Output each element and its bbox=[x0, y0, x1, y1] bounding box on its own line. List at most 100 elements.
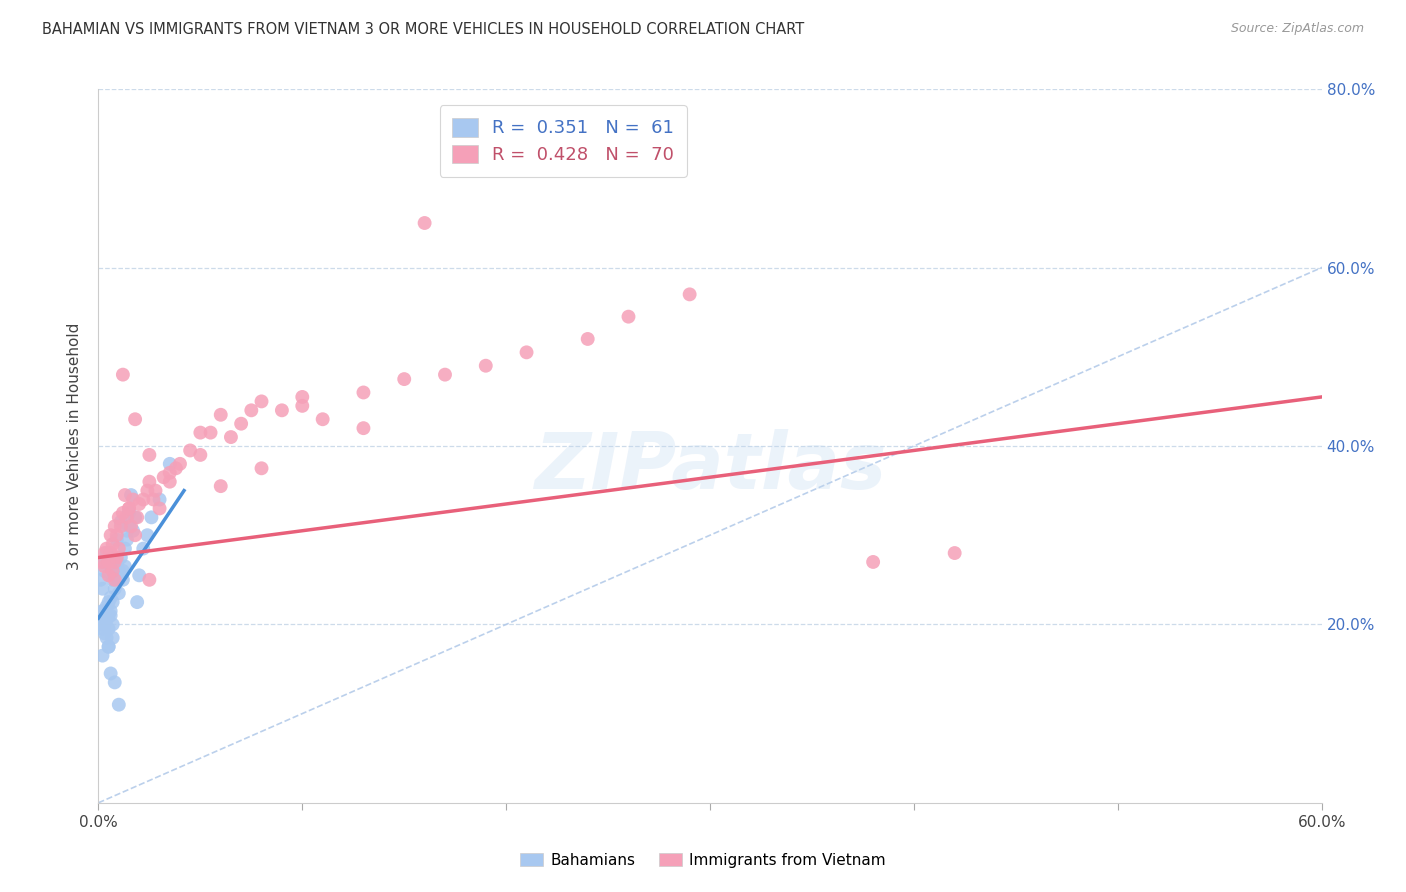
Point bbox=[231, 417, 253, 431]
Point bbox=[108, 698, 131, 712]
Point bbox=[108, 586, 131, 600]
Point bbox=[434, 368, 457, 382]
Point bbox=[124, 412, 146, 426]
Point bbox=[152, 470, 174, 484]
Point bbox=[188, 448, 212, 462]
Point bbox=[105, 533, 128, 547]
Legend: R =  0.351   N =  61, R =  0.428   N =  70: R = 0.351 N = 61, R = 0.428 N = 70 bbox=[440, 105, 686, 177]
Point bbox=[110, 519, 132, 533]
Point bbox=[149, 501, 172, 516]
Point bbox=[111, 506, 134, 520]
Point bbox=[943, 546, 966, 560]
Point bbox=[104, 559, 127, 574]
Point bbox=[104, 519, 127, 533]
Point bbox=[96, 541, 118, 556]
Point bbox=[240, 403, 263, 417]
Point bbox=[115, 533, 138, 547]
Point bbox=[100, 666, 122, 681]
Point bbox=[110, 515, 132, 529]
Point bbox=[101, 631, 124, 645]
Point bbox=[100, 604, 122, 618]
Point bbox=[136, 528, 159, 542]
Point bbox=[122, 492, 145, 507]
Point bbox=[111, 573, 134, 587]
Point bbox=[96, 546, 118, 560]
Point bbox=[136, 483, 159, 498]
Point bbox=[93, 626, 115, 640]
Point bbox=[108, 541, 131, 556]
Text: ZIPatlas: ZIPatlas bbox=[534, 429, 886, 506]
Point bbox=[93, 564, 115, 578]
Point bbox=[97, 568, 120, 582]
Point bbox=[104, 675, 127, 690]
Point bbox=[105, 550, 128, 565]
Point bbox=[115, 510, 138, 524]
Point bbox=[89, 608, 111, 623]
Point bbox=[291, 399, 314, 413]
Point bbox=[127, 595, 149, 609]
Point bbox=[97, 608, 120, 623]
Point bbox=[97, 622, 120, 636]
Point bbox=[100, 591, 122, 605]
Point bbox=[114, 541, 136, 556]
Point bbox=[91, 622, 114, 636]
Point bbox=[97, 640, 120, 654]
Point bbox=[159, 457, 181, 471]
Point bbox=[250, 461, 273, 475]
Point bbox=[118, 519, 141, 533]
Point bbox=[118, 501, 141, 516]
Point bbox=[392, 372, 416, 386]
Point bbox=[104, 555, 127, 569]
Point bbox=[108, 564, 131, 578]
Point bbox=[101, 564, 124, 578]
Point bbox=[96, 631, 118, 645]
Point bbox=[474, 359, 498, 373]
Point bbox=[132, 492, 155, 507]
Point bbox=[617, 310, 640, 324]
Point bbox=[93, 617, 115, 632]
Point bbox=[862, 555, 884, 569]
Point bbox=[127, 510, 149, 524]
Point bbox=[97, 555, 120, 569]
Point bbox=[138, 448, 160, 462]
Point bbox=[165, 461, 187, 475]
Point bbox=[352, 421, 374, 435]
Point bbox=[93, 559, 115, 574]
Point bbox=[352, 385, 374, 400]
Point bbox=[89, 613, 111, 627]
Text: BAHAMIAN VS IMMIGRANTS FROM VIETNAM 3 OR MORE VEHICLES IN HOUSEHOLD CORRELATION : BAHAMIAN VS IMMIGRANTS FROM VIETNAM 3 OR… bbox=[42, 22, 804, 37]
Point bbox=[93, 604, 115, 618]
Point bbox=[120, 488, 142, 502]
Point bbox=[132, 541, 155, 556]
Point bbox=[209, 408, 232, 422]
Point bbox=[169, 457, 191, 471]
Point bbox=[108, 510, 131, 524]
Point bbox=[516, 345, 538, 359]
Point bbox=[91, 617, 114, 632]
Point bbox=[679, 287, 702, 301]
Point bbox=[149, 492, 172, 507]
Point bbox=[179, 443, 201, 458]
Point bbox=[101, 573, 124, 587]
Point bbox=[141, 510, 163, 524]
Point bbox=[111, 368, 134, 382]
Point bbox=[200, 425, 222, 440]
Point bbox=[91, 604, 114, 618]
Point bbox=[188, 425, 212, 440]
Point bbox=[91, 582, 114, 596]
Text: Source: ZipAtlas.com: Source: ZipAtlas.com bbox=[1230, 22, 1364, 36]
Point bbox=[209, 479, 232, 493]
Point bbox=[250, 394, 273, 409]
Point bbox=[110, 550, 132, 565]
Point bbox=[89, 573, 111, 587]
Point bbox=[413, 216, 436, 230]
Point bbox=[101, 617, 124, 632]
Point bbox=[100, 528, 122, 542]
Point bbox=[108, 573, 131, 587]
Point bbox=[91, 555, 114, 569]
Point bbox=[122, 524, 145, 538]
Point bbox=[142, 492, 165, 507]
Point bbox=[270, 403, 294, 417]
Point bbox=[115, 524, 138, 538]
Point bbox=[96, 613, 118, 627]
